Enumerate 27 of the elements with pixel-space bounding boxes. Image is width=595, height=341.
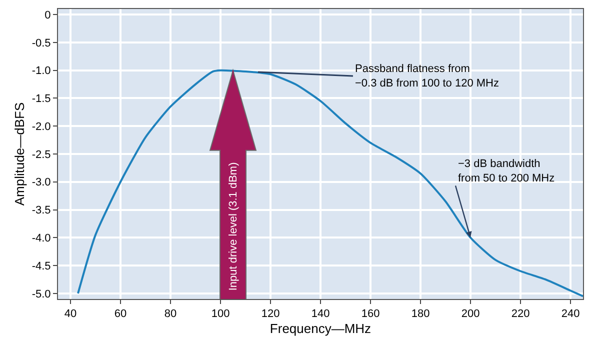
y-tick-label: -5.0 [32,288,51,300]
y-axis-title: Amplitude—dBFS [12,102,27,206]
x-tick-label: 60 [114,308,127,320]
x-tick-label: 180 [411,308,430,320]
x-axis-title: Frequency—MHz [270,320,372,336]
x-tick-label: 100 [211,308,230,320]
x-tick-label: 120 [261,308,280,320]
y-tick-label: -3.5 [32,204,51,217]
x-tick-label: 80 [164,308,177,320]
y-tick-label: -4.5 [32,260,51,272]
x-tick-label: 220 [511,308,530,320]
x-tick-label: 240 [561,308,580,320]
y-tick-label: -1.0 [32,65,51,78]
annotation: Passband flatness from −0.3 dB from 100 to 120 MHz [355,63,499,90]
y-tick-label: -2.5 [32,148,51,161]
x-tick-label: 160 [361,308,380,320]
y-tick-label: -2.0 [32,120,51,133]
y-tick-label: -0.5 [32,37,51,50]
x-tick-label: 200 [461,308,480,320]
y-tick-label: -3.0 [32,176,51,189]
x-tick-label: 140 [311,308,330,320]
annotation: Input drive level (3.1 dBm) [227,162,240,291]
x-tick-label: 40 [64,308,77,320]
y-tick-label: -1.5 [32,93,51,106]
y-tick-label: -4.0 [32,232,51,244]
annotation: −3 dB bandwidth from 50 to 200 MHz [458,158,555,184]
y-tick-label: 0 [44,9,51,22]
